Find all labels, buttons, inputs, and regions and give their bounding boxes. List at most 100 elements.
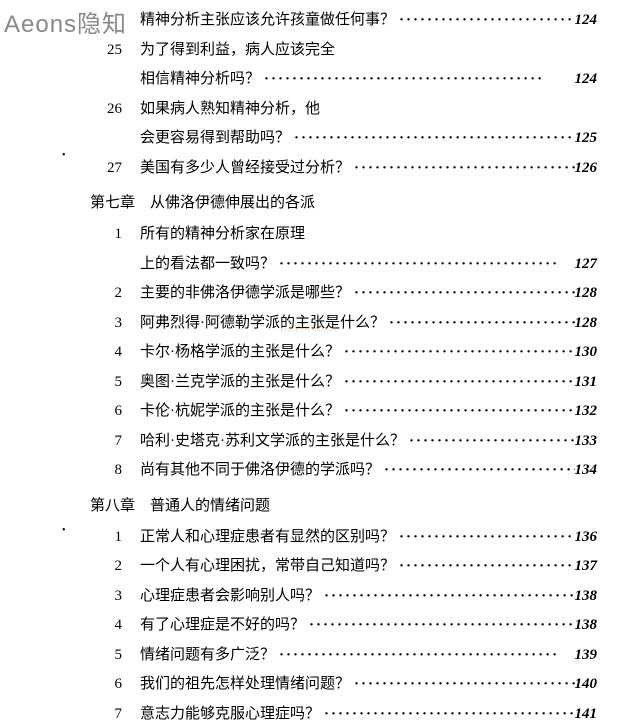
toc-dots: ········································	[405, 429, 575, 455]
toc-text: 美国有多少人曾经接受过分析？	[140, 156, 350, 182]
toc-text: 卡伦·杭妮学派的主张是什么？	[140, 399, 340, 425]
toc-number: 4	[90, 613, 140, 639]
toc-dots: ········································	[260, 67, 574, 93]
toc-text: 如果病人熟知精神分析，他	[140, 97, 320, 123]
toc-entry: 8尚有其他不同于佛洛伊德的学派吗？·······················…	[90, 458, 597, 484]
toc-entry: 6卡伦·杭妮学派的主张是什么？·························…	[90, 399, 597, 425]
toc-continuation: 上的看法都一致吗？·······························…	[90, 252, 597, 278]
toc-entry: 6我们的祖先怎样处理情绪问题？·························…	[90, 672, 597, 698]
toc-number: 26	[90, 97, 140, 123]
toc-dots: ········································	[275, 252, 574, 278]
toc-page: 126	[575, 156, 598, 182]
toc-text: 精神分析主张应该允许孩童做任何事？	[140, 8, 395, 34]
toc-entry: 2主要的非佛洛伊德学派是哪些？·························…	[90, 281, 597, 307]
toc-entry: 25为了得到利益，病人应该完全	[90, 38, 597, 64]
toc-page: 138	[575, 584, 598, 610]
toc-dots: ········································	[320, 584, 574, 610]
watermark-aeons: Aeons隐知	[4, 4, 127, 39]
toc-page: 141	[575, 702, 598, 727]
toc-entry: 1所有的精神分析家在原理	[90, 222, 597, 248]
toc-dots: ········································	[395, 525, 574, 551]
toc-entry: 5情绪问题有多广泛？······························…	[90, 643, 597, 669]
toc-number: 5	[90, 643, 140, 669]
chapter-title: 第八章 普通人的情绪问题	[90, 494, 597, 515]
toc-text: 哈利·史塔克·苏利文学派的主张是什么？	[140, 429, 405, 455]
toc-page: 133	[575, 429, 598, 455]
toc-dots: ········································	[380, 458, 574, 484]
toc-page: 130	[575, 340, 598, 366]
toc-page: 128	[575, 311, 598, 337]
toc-number: 2	[90, 554, 140, 580]
toc-entry: 4有了心理症是不好的吗？····························…	[90, 613, 597, 639]
toc-page: 138	[575, 613, 598, 639]
toc-text: 阿弗烈得·阿德勒学派的主张是什么？	[140, 311, 385, 337]
table-of-contents: 精神分析主张应该允许孩童做任何事？·······················…	[90, 8, 597, 727]
toc-entry: 3阿弗烈得·阿德勒学派的主张是什么？······················…	[90, 311, 597, 337]
toc-number: 6	[90, 399, 140, 425]
toc-page: 127	[575, 252, 598, 278]
toc-text: 卡尔·杨格学派的主张是什么？	[140, 340, 340, 366]
margin-dot: •	[62, 150, 66, 161]
toc-text: 奥图·兰克学派的主张是什么？	[140, 370, 340, 396]
toc-number: 5	[90, 370, 140, 396]
toc-text: 上的看法都一致吗？	[140, 252, 275, 278]
toc-text: 一个人有心理困扰，常带自己知道吗？	[140, 554, 395, 580]
toc-dots: ········································	[340, 340, 575, 366]
toc-page: 136	[575, 525, 598, 551]
toc-page: 124	[575, 67, 598, 93]
toc-entry: 26如果病人熟知精神分析，他	[90, 97, 597, 123]
margin-dot: •	[62, 525, 66, 536]
toc-page: 128	[575, 281, 598, 307]
toc-page: 134	[575, 458, 598, 484]
toc-entry: 7意志力能够克服心理症吗？···························…	[90, 702, 597, 727]
toc-entry: 精神分析主张应该允许孩童做任何事？·······················…	[90, 8, 597, 34]
toc-dots: ········································	[350, 281, 574, 307]
toc-continuation: 相信精神分析吗？································…	[90, 67, 597, 93]
toc-dots: ········································	[395, 554, 574, 580]
toc-dots: ········································	[340, 370, 575, 396]
toc-dots: ········································	[320, 702, 574, 727]
toc-dots: ········································	[290, 126, 574, 152]
toc-dots: ········································	[340, 399, 575, 425]
chapter-title: 第七章 从佛洛伊德伸展出的各派	[90, 191, 597, 212]
toc-continuation: 会更容易得到帮助吗？······························…	[90, 126, 597, 152]
toc-text: 所有的精神分析家在原理	[140, 222, 305, 248]
toc-entry: 2一个人有心理困扰，常带自己知道吗？······················…	[90, 554, 597, 580]
toc-dots: ········································	[350, 156, 574, 182]
toc-number: 8	[90, 458, 140, 484]
toc-number: 27	[90, 156, 140, 182]
toc-text: 情绪问题有多广泛？	[140, 643, 275, 669]
toc-text: 我们的祖先怎样处理情绪问题？	[140, 672, 350, 698]
toc-entry: 4卡尔·杨格学派的主张是什么？·························…	[90, 340, 597, 366]
toc-page: 131	[575, 370, 598, 396]
toc-text: 相信精神分析吗？	[140, 67, 260, 93]
toc-number: 7	[90, 429, 140, 455]
toc-text: 意志力能够克服心理症吗？	[140, 702, 320, 727]
toc-number: 1	[90, 222, 140, 248]
toc-entry: 3心理症患者会影响别人吗？···························…	[90, 584, 597, 610]
toc-dots: ········································	[350, 672, 574, 698]
toc-page: 140	[575, 672, 598, 698]
toc-entry: 7哈利·史塔克·苏利文学派的主张是什么？····················…	[90, 429, 597, 455]
toc-text: 有了心理症是不好的吗？	[140, 613, 305, 639]
toc-dots: ········································	[395, 8, 574, 34]
toc-entry: 27美国有多少人曾经接受过分析？························…	[90, 156, 597, 182]
toc-text: 心理症患者会影响别人吗？	[140, 584, 320, 610]
toc-text: 正常人和心理症患者有显然的区别吗？	[140, 525, 395, 551]
toc-page: 139	[575, 643, 598, 669]
toc-number: 7	[90, 702, 140, 727]
toc-dots: ········································	[275, 643, 574, 669]
toc-dots: ········································	[385, 311, 575, 337]
toc-page: 137	[575, 554, 598, 580]
toc-number: 6	[90, 672, 140, 698]
toc-number: 1	[90, 525, 140, 551]
toc-text: 主要的非佛洛伊德学派是哪些？	[140, 281, 350, 307]
toc-number: 4	[90, 340, 140, 366]
toc-text: 尚有其他不同于佛洛伊德的学派吗？	[140, 458, 380, 484]
toc-page: 132	[575, 399, 598, 425]
toc-page: 124	[575, 8, 598, 34]
toc-number: 2	[90, 281, 140, 307]
toc-dots: ········································	[305, 613, 574, 639]
toc-text: 会更容易得到帮助吗？	[140, 126, 290, 152]
toc-page: 125	[575, 126, 598, 152]
